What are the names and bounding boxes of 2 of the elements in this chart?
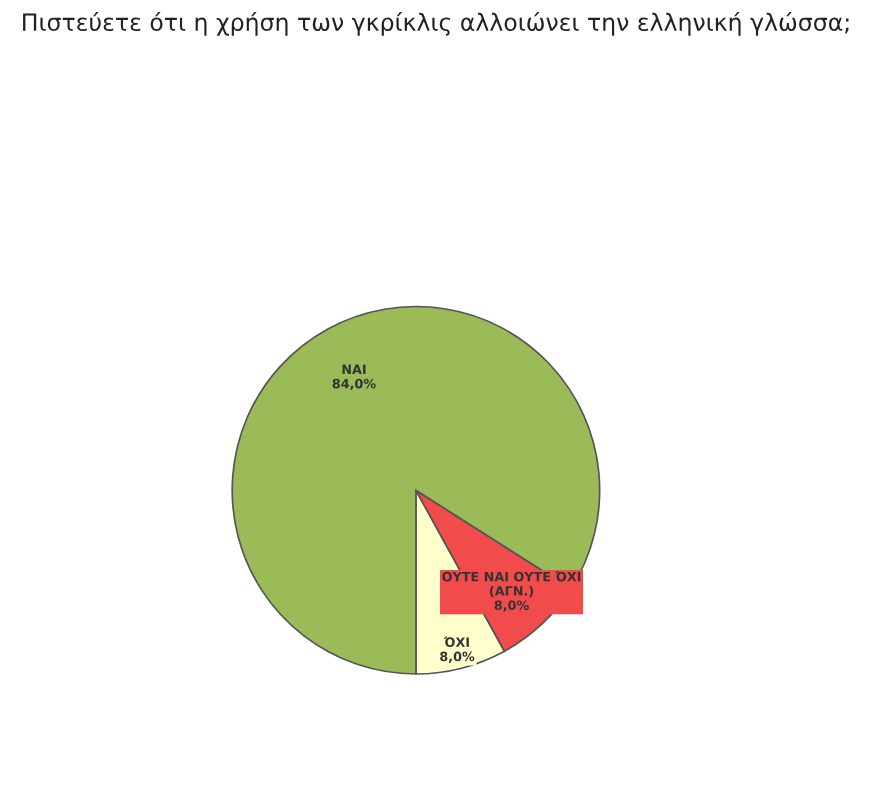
pie-slice	[231, 305, 601, 675]
chart-title: Πιστεύετε ότι η χρήση των γκρίκλις αλλοιώνει την ελληνική γλώσσα;	[23, 11, 849, 36]
